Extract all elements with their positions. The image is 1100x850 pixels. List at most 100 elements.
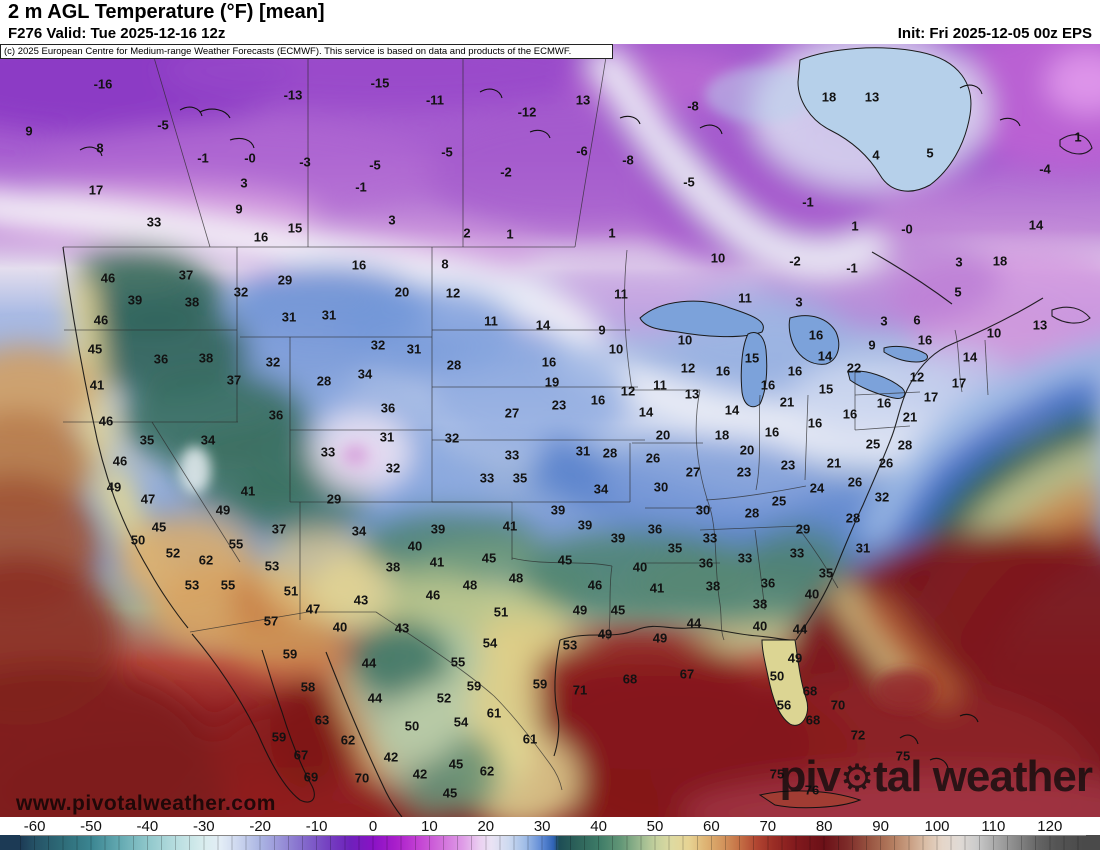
temp-label: 39 [577, 517, 593, 533]
temp-label: 16 [808, 327, 824, 343]
temp-label: 38 [705, 578, 721, 594]
temp-label: 31 [321, 307, 337, 323]
temp-label: 14 [962, 349, 978, 365]
temp-label: 8 [441, 256, 449, 272]
temp-label: 40 [804, 586, 820, 602]
temp-label: 45 [557, 552, 573, 568]
colorbar-tick-label: 50 [646, 818, 664, 835]
temp-label: 56 [776, 697, 792, 713]
temp-label: -5 [683, 174, 695, 190]
temp-label: -1 [197, 150, 209, 166]
init-time-label: Init: Fri 2025-12-05 00z EPS [897, 25, 1092, 42]
temp-label: 3 [955, 254, 963, 270]
temp-label: 32 [385, 460, 401, 476]
temp-label: 14 [535, 317, 551, 333]
temp-label: 33 [479, 470, 495, 486]
temp-label: 3 [240, 175, 248, 191]
temp-label: 70 [830, 697, 846, 713]
geography-outlines [62, 44, 1093, 817]
temp-label: 4 [872, 147, 880, 163]
temp-label: 45 [442, 785, 458, 801]
temp-label: 17 [923, 389, 939, 405]
colorbar-tick-label: 0 [368, 818, 378, 835]
temp-label: 44 [792, 621, 808, 637]
temp-label: 23 [551, 397, 567, 413]
temp-label: -4 [1039, 161, 1051, 177]
temp-label: 32 [233, 284, 249, 300]
temp-label: 13 [864, 89, 880, 105]
temp-label: 35 [818, 565, 834, 581]
temp-label: 59 [282, 646, 298, 662]
temp-label: 29 [326, 491, 342, 507]
temp-label: 62 [340, 732, 356, 748]
temp-label: 31 [855, 540, 871, 556]
temp-label: 12 [909, 369, 925, 385]
temp-label: 59 [466, 678, 482, 694]
temp-label: 5 [954, 284, 962, 300]
temp-label: 48 [462, 577, 478, 593]
temp-label: 35 [512, 470, 528, 486]
colorbar-tick-label: 120 [1037, 818, 1063, 835]
temp-label: 58 [300, 679, 316, 695]
temp-label: 63 [314, 712, 330, 728]
temp-label: 9 [868, 337, 876, 353]
temp-label: 26 [847, 474, 863, 490]
temp-label: 30 [695, 502, 711, 518]
temp-label: 40 [752, 618, 768, 634]
temp-label: 27 [685, 464, 701, 480]
temp-label: -5 [441, 144, 453, 160]
temp-label: 25 [865, 436, 881, 452]
temp-label: 36 [268, 407, 284, 423]
temp-label: -6 [576, 143, 588, 159]
colorbar-tick-label: 10 [421, 818, 438, 835]
temp-label: 46 [93, 312, 109, 328]
gear-icon: ⚙ [840, 758, 874, 800]
temp-label: 19 [544, 374, 560, 390]
temp-label: 11 [484, 313, 498, 329]
temp-label: 25 [771, 493, 787, 509]
temp-label: 45 [610, 602, 626, 618]
temp-label: 61 [522, 731, 538, 747]
temp-label: 46 [100, 270, 116, 286]
temp-label: 16 [760, 377, 776, 393]
temp-label: 43 [394, 620, 410, 636]
temp-label: -13 [283, 87, 303, 103]
temp-label: 53 [562, 637, 578, 653]
temp-label: 16 [842, 406, 858, 422]
temp-label: 41 [502, 518, 518, 534]
temp-label: 27 [504, 405, 520, 421]
logo-text-tal-weather: tal weather [873, 752, 1093, 801]
temp-label: 14 [724, 402, 740, 418]
temp-label: 1 [851, 218, 859, 234]
temp-label: -5 [157, 117, 169, 133]
temp-label: 3 [880, 313, 888, 329]
temp-label: 34 [357, 366, 373, 382]
temp-label: 53 [264, 558, 280, 574]
page-title: 2 m AGL Temperature (°F) [mean] [8, 1, 325, 23]
temp-label: 59 [532, 676, 548, 692]
valid-time-label: F276 Valid: Tue 2025-12-16 12z [8, 25, 226, 42]
temp-label: 69 [303, 769, 319, 785]
temp-label: 49 [787, 650, 803, 666]
temp-label: 16 [351, 257, 367, 273]
temp-label: 37 [178, 267, 194, 283]
temp-label: 18 [714, 427, 730, 443]
temp-label: 39 [550, 502, 566, 518]
temp-label: 13 [575, 92, 591, 108]
temp-label: 9 [235, 201, 243, 217]
temp-label: 9 [25, 123, 33, 139]
temp-label: -2 [500, 164, 512, 180]
temp-label: 16 [876, 395, 892, 411]
temp-label: 47 [305, 601, 321, 617]
temp-label: -11 [425, 92, 445, 108]
colorbar-tick-label: -40 [136, 818, 159, 835]
temp-label: 33 [737, 550, 753, 566]
temp-label: 11 [653, 377, 667, 393]
temp-label: 52 [436, 690, 452, 706]
pivotal-weather-logo: piv⚙tal weather [779, 752, 1093, 801]
temp-label: -16 [93, 76, 113, 92]
temp-label: 1 [1074, 129, 1082, 145]
temp-label: -12 [517, 104, 537, 120]
temp-label: 38 [752, 596, 768, 612]
